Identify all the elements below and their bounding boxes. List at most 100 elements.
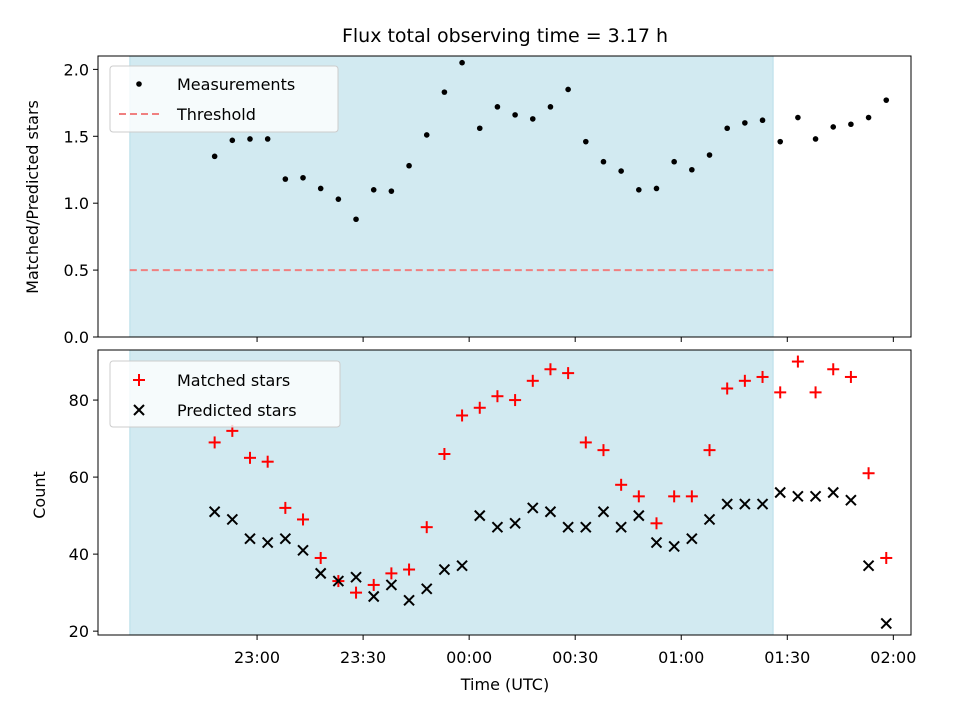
predicted-star-point [668,540,680,553]
measurement-point [441,89,448,95]
matched-star-point [314,551,327,564]
measurement-point [706,152,713,158]
measurement-point [388,188,395,194]
matched-star-point [668,490,681,503]
measurement-point [724,125,730,132]
matched-star-point [721,382,734,395]
matched-star-point [809,386,822,399]
measurement-point [335,196,342,202]
predicted-star-point [261,536,274,549]
predicted-star-point [421,583,433,595]
matched-star-point [880,551,893,564]
chart-title: Flux total observing time = 3.17 h [342,25,668,47]
measurement-point [671,158,677,165]
predicted-star-stroke [774,486,786,499]
measurement-point [282,176,289,182]
matched-star-point [403,563,416,576]
matched-star-point [562,367,575,380]
predicted-star-stroke [279,533,292,545]
predicted-star-stroke [438,563,451,576]
predicted-star-stroke [862,559,875,572]
predicted-star-stroke [474,509,486,522]
predicted-star-point [438,563,451,576]
predicted-star-point [297,544,309,556]
measurement-point [512,112,518,118]
time-x-axis: 23:00 23:30 00:00 00:30 01:00 01:30 02:00 [234,635,916,667]
count-y-axis: 20 40 60 80 [69,391,98,641]
predicted-star-stroke [686,533,698,545]
x-tick-label: 00:00 [446,648,492,667]
predicted-star-stroke [580,521,592,533]
measurement-point [476,125,483,132]
x-tick-label: 01:00 [658,648,704,667]
matched-star-point [438,447,451,460]
predicted-star-point [332,575,345,587]
predicted-star-stroke [756,498,769,510]
predicted-star-stroke [633,509,645,522]
predicted-star-stroke [261,536,274,549]
predicted-star-point [845,494,857,506]
predicted-star-stroke [226,513,239,526]
predicted-star-point [880,617,892,630]
measurement-point [565,86,571,93]
matched-star-point [632,490,645,503]
predicted-star-point [721,498,733,510]
count-panel: 20 40 60 80 23:00 23:30 00:00 00:30 01:00 01:30 0… [30,349,916,694]
legend-predicted-label: Predicted stars [177,401,297,420]
legend-threshold-label: Threshold [176,105,256,124]
predicted-star-point [403,594,415,607]
predicted-star-point [509,517,521,530]
predicted-star-point [314,567,327,580]
matched-star-point [526,374,539,387]
matched-star-point [509,394,522,407]
y-tick-label: 0.0 [64,328,89,347]
predicted-star-stroke [421,583,433,595]
predicted-star-stroke [368,590,380,603]
predicted-star-stroke [509,517,521,530]
matched-star-point [579,436,592,449]
y-tick-label: 20 [69,622,89,641]
matched-star-point [491,390,504,403]
y-tick-label: 60 [69,468,89,487]
y-tick-label: 2.0 [64,60,89,79]
x-tick-label: 02:00 [870,648,916,667]
matched-star-point [208,436,221,449]
predicted-star-stroke [332,575,345,587]
measurement-point [689,166,695,173]
predicted-star-stroke [297,544,309,556]
y-tick-label: 1.0 [64,194,89,213]
predicted-star-point [208,506,221,518]
predicted-star-stroke [527,502,539,514]
predicted-star-point [633,509,645,522]
predicted-star-stroke [792,490,804,503]
ratio-x-axis [256,337,894,342]
predicted-star-stroke [314,567,327,580]
measurement-point [459,59,465,66]
matched-star-point [615,478,628,491]
matched-star-point [544,363,557,376]
predicted-star-stroke [544,506,557,518]
legend-matched-marker [133,374,145,386]
measurement-point [229,137,236,144]
ratio-y-axis-label: Matched/Predicted stars [23,100,42,294]
predicted-star-point [544,506,557,518]
count-plot-frame [97,349,912,636]
predicted-star-stroke [456,559,468,572]
measurement-point [883,97,890,103]
measurement-point [317,185,324,192]
matched-star-point [597,444,610,457]
measurement-point [830,124,837,130]
matched-star-point [367,578,380,591]
predicted-star-point [350,571,362,583]
predicted-star-point [827,486,839,499]
measurement-point [636,187,642,193]
measurement-point [618,168,624,174]
predicted-star-point [491,521,504,533]
predicted-star-point [650,536,663,549]
measurement-point [529,116,536,122]
measurement-point [406,162,412,169]
y-tick-label: 40 [69,545,89,564]
matched-star-point [703,444,716,457]
matched-star-point [456,409,469,422]
measurement-point [264,136,271,142]
